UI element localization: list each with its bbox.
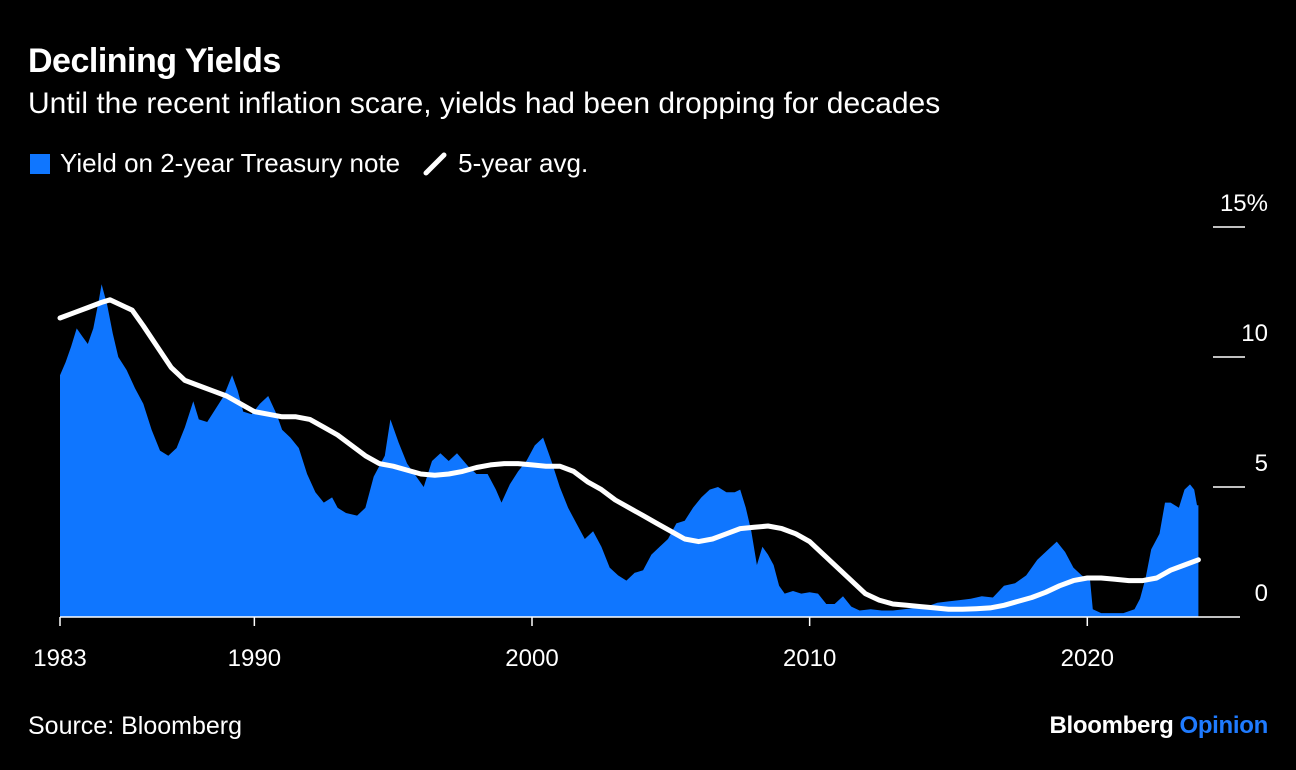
- chart-title: Declining Yields: [28, 42, 281, 80]
- x-tick-label-1983: 1983: [33, 645, 86, 672]
- y-tick-label-0: 0: [1255, 580, 1268, 607]
- legend-item-yield: Yield on 2-year Treasury note: [30, 148, 400, 179]
- avg-line: [57, 297, 1201, 612]
- x-tick-label-2000: 2000: [505, 645, 558, 672]
- legend-label-avg: 5-year avg.: [458, 148, 589, 178]
- x-tick-label-2020: 2020: [1061, 645, 1114, 672]
- y-tick-label-10: 10: [1241, 320, 1268, 347]
- brand-accent: Opinion: [1179, 712, 1268, 739]
- y-tick-label-5: 5: [1255, 450, 1268, 477]
- y-tick-label-15: 15%: [1220, 190, 1268, 217]
- legend-item-avg: 5-year avg.: [422, 148, 588, 179]
- brand-logo: Bloomberg Opinion: [1049, 712, 1268, 740]
- brand-main: Bloomberg: [1049, 712, 1174, 739]
- legend-swatch-yield: [30, 153, 50, 174]
- yield-area: [60, 284, 1199, 617]
- x-tick-label-2010: 2010: [783, 645, 836, 672]
- x-tick-label-1990: 1990: [228, 645, 281, 672]
- legend-label-yield: Yield on 2-year Treasury note: [60, 148, 401, 178]
- source-note: Source: Bloomberg: [28, 712, 243, 740]
- legend-swatch-avg: [423, 152, 447, 175]
- legend: Yield on 2-year Treasury note 5-year avg…: [30, 148, 610, 179]
- chart-subtitle: Until the recent inflation scare, yields…: [28, 87, 941, 120]
